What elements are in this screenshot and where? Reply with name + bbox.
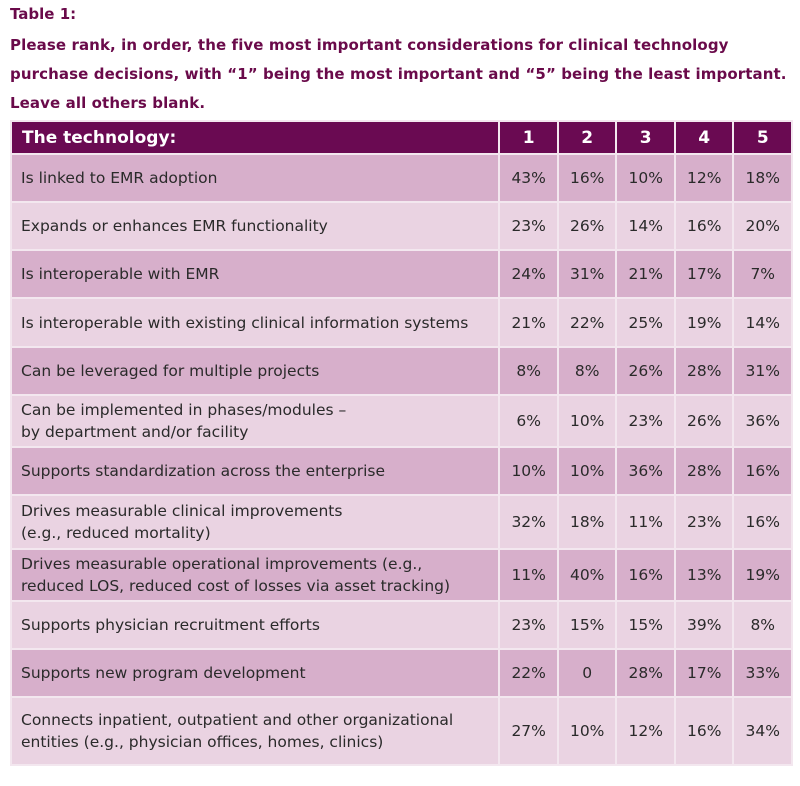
rank-3-value: 14% bbox=[615, 201, 676, 251]
table-row: Is linked to EMR adoption 43% 16% 10% 12% 18% bbox=[9, 153, 793, 203]
rank-1-value: 10% bbox=[498, 446, 559, 496]
row-label: Is linked to EMR adoption bbox=[9, 153, 501, 203]
rank-3-value: 26% bbox=[615, 346, 676, 396]
table-header-row: The technology: 1 2 3 4 5 bbox=[9, 120, 793, 155]
rank-2-value: 10% bbox=[556, 696, 618, 766]
rank-5-value: 16% bbox=[732, 494, 793, 550]
table-row: Is interoperable with existing clinical … bbox=[9, 297, 793, 348]
rank-3-value: 15% bbox=[615, 600, 676, 650]
rank-3-value: 11% bbox=[615, 494, 676, 550]
table-caption: Table 1: Please rank, in order, the five… bbox=[10, 3, 795, 118]
rank-5-value: 20% bbox=[732, 201, 793, 251]
table-row: Can be leveraged for multiple projects 8%… bbox=[9, 346, 793, 396]
table-row: Drives measurable operational improvemen… bbox=[9, 548, 793, 602]
rank-5-value: 36% bbox=[732, 394, 793, 448]
table-row: Expands or enhances EMR functionality 23%… bbox=[9, 201, 793, 251]
row-label: Can be implemented in phases/modules – by… bbox=[9, 394, 501, 448]
row-label: Connects inpatient, outpatient and other… bbox=[9, 696, 501, 766]
rank-2-value: 18% bbox=[556, 494, 618, 550]
rank-5-value: 33% bbox=[732, 648, 793, 698]
row-label: Expands or enhances EMR functionality bbox=[9, 201, 501, 251]
row-label: Drives measurable operational improvemen… bbox=[9, 548, 501, 602]
rank-4-value: 19% bbox=[673, 297, 735, 348]
rank-1-value: 23% bbox=[498, 600, 559, 650]
rank-3-value: 21% bbox=[615, 249, 676, 299]
table-row: Connects inpatient, outpatient and other… bbox=[9, 696, 793, 766]
row-label: Can be leveraged for multiple projects bbox=[9, 346, 501, 396]
header-technology: The technology: bbox=[9, 120, 501, 155]
rank-1-value: 24% bbox=[498, 249, 559, 299]
header-rank-4: 4 bbox=[673, 120, 735, 155]
table-label: Table 1: bbox=[10, 5, 77, 23]
rank-1-value: 22% bbox=[498, 648, 559, 698]
header-rank-1: 1 bbox=[498, 120, 559, 155]
header-rank-2: 2 bbox=[556, 120, 618, 155]
table-body: Is linked to EMR adoption 43% 16% 10% 12% 18%… bbox=[9, 153, 793, 766]
rank-1-value: 27% bbox=[498, 696, 559, 766]
table-question: Please rank, in order, the five most imp… bbox=[10, 36, 787, 112]
rank-4-value: 16% bbox=[673, 696, 735, 766]
rank-2-value: 0 bbox=[556, 648, 618, 698]
rank-1-value: 6% bbox=[498, 394, 559, 448]
table-row: Is interoperable with EMR 24% 31% 21% 17% 7% bbox=[9, 249, 793, 299]
rank-3-value: 10% bbox=[615, 153, 676, 203]
table-row: Drives measurable clinical improvements(… bbox=[9, 494, 793, 550]
rank-3-value: 23% bbox=[615, 394, 676, 448]
rank-2-value: 31% bbox=[556, 249, 618, 299]
rank-2-value: 10% bbox=[556, 394, 618, 448]
rank-4-value: 26% bbox=[673, 394, 735, 448]
rank-4-value: 17% bbox=[673, 249, 735, 299]
rank-3-value: 36% bbox=[615, 446, 676, 496]
rank-5-value: 8% bbox=[732, 600, 793, 650]
table-row: Can be implemented in phases/modules – by… bbox=[9, 394, 793, 448]
rank-4-value: 23% bbox=[673, 494, 735, 550]
rank-2-value: 8% bbox=[556, 346, 618, 396]
table-row: Supports physician recruitment efforts 23… bbox=[9, 600, 793, 650]
rank-3-value: 25% bbox=[615, 297, 676, 348]
rank-5-value: 7% bbox=[732, 249, 793, 299]
rank-4-value: 16% bbox=[673, 201, 735, 251]
rank-2-value: 10% bbox=[556, 446, 618, 496]
table-row: Supports standardization across the ente… bbox=[9, 446, 793, 496]
rank-2-value: 26% bbox=[556, 201, 618, 251]
rank-1-value: 43% bbox=[498, 153, 559, 203]
row-label: Drives measurable clinical improvements(… bbox=[9, 494, 501, 550]
row-label: Is interoperable with EMR bbox=[9, 249, 501, 299]
rank-5-value: 19% bbox=[732, 548, 793, 602]
rank-2-value: 15% bbox=[556, 600, 618, 650]
rank-5-value: 18% bbox=[732, 153, 793, 203]
rank-4-value: 28% bbox=[673, 446, 735, 496]
rank-2-value: 22% bbox=[556, 297, 618, 348]
rank-5-value: 34% bbox=[732, 696, 793, 766]
rank-5-value: 16% bbox=[732, 446, 793, 496]
rank-4-value: 12% bbox=[673, 153, 735, 203]
rank-3-value: 12% bbox=[615, 696, 676, 766]
rank-5-value: 31% bbox=[732, 346, 793, 396]
rank-3-value: 16% bbox=[615, 548, 676, 602]
rank-3-value: 28% bbox=[615, 648, 676, 698]
table-row: Supports new program development 22% 0 28% 1… bbox=[9, 648, 793, 698]
rank-2-value: 16% bbox=[556, 153, 618, 203]
rankings-table: The technology: 1 2 3 4 5 Is linked to E… bbox=[9, 120, 793, 766]
rank-1-value: 21% bbox=[498, 297, 559, 348]
rank-2-value: 40% bbox=[556, 548, 618, 602]
rank-1-value: 8% bbox=[498, 346, 559, 396]
header-rank-5: 5 bbox=[732, 120, 793, 155]
row-label: Is interoperable with existing clinical … bbox=[9, 297, 501, 348]
header-rank-3: 3 bbox=[615, 120, 676, 155]
rank-1-value: 11% bbox=[498, 548, 559, 602]
rank-4-value: 17% bbox=[673, 648, 735, 698]
row-label: Supports physician recruitment efforts bbox=[9, 600, 501, 650]
row-label: Supports new program development bbox=[9, 648, 501, 698]
rank-4-value: 39% bbox=[673, 600, 735, 650]
row-label: Supports standardization across the ente… bbox=[9, 446, 501, 496]
rank-4-value: 13% bbox=[673, 548, 735, 602]
rank-4-value: 28% bbox=[673, 346, 735, 396]
rank-1-value: 23% bbox=[498, 201, 559, 251]
rank-1-value: 32% bbox=[498, 494, 559, 550]
rank-5-value: 14% bbox=[732, 297, 793, 348]
